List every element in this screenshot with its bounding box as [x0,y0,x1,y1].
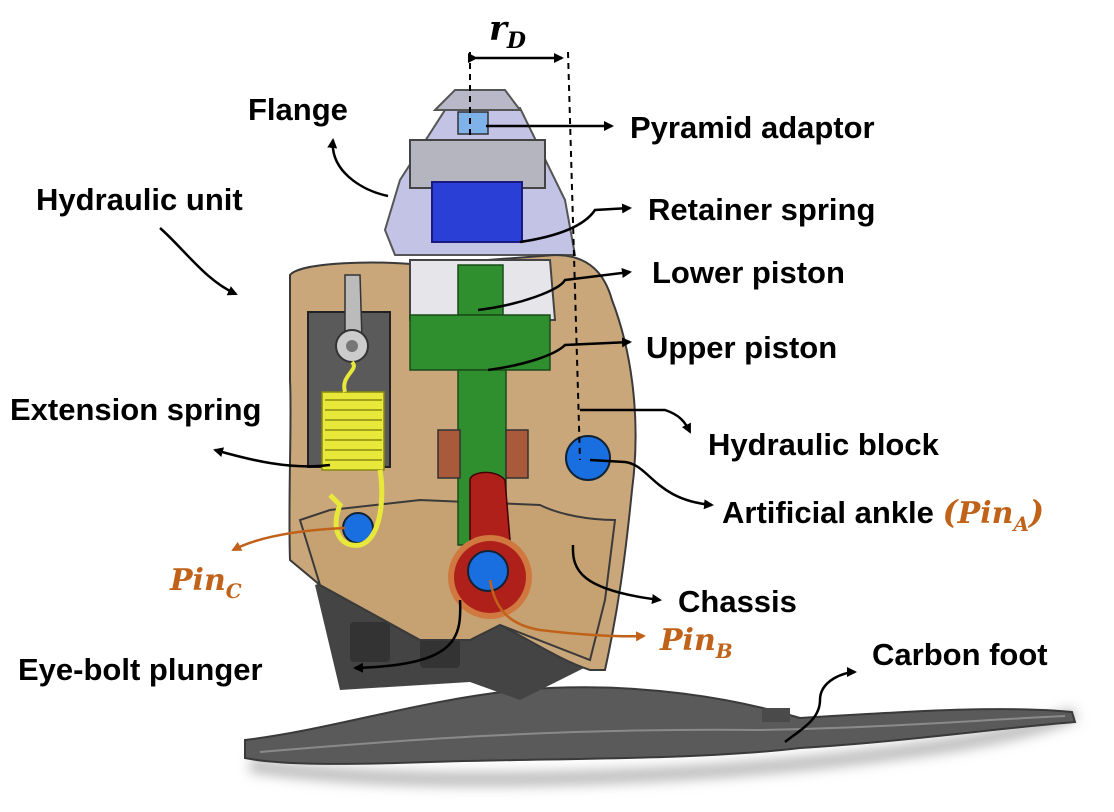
hydraulic-unit-label: Hydraulic unit [36,182,243,217]
flange-label: Flange [248,92,348,127]
carbon-foot-shape [244,686,1078,787]
extension-spring-label: Extension spring [10,392,261,427]
pin-b-shape [467,550,509,592]
upper-piston-label: Upper piston [646,330,837,365]
retainer-spring-label: Retainer spring [648,192,875,227]
chassis-label: Chassis [678,584,797,619]
hydraulic-block-label: Hydraulic block [708,427,940,462]
leader-lines [159,121,857,743]
lower-piston-label: Lower piston [652,255,845,290]
carbon-foot-label: Carbon foot [872,637,1048,672]
pin-leader-lines [231,526,646,642]
extension-spring-shape [307,274,391,548]
pin-a-shape [565,435,611,481]
pyramid-adaptor-label: Pyramid adaptor [630,110,875,145]
r-d-dimension [468,51,581,461]
retainer-spring-shape [431,181,523,243]
eye-bolt-plunger-label: Eye-bolt plunger [18,652,263,687]
pin-c-label: PinC [169,563,242,603]
r-d-label: rD [489,9,526,54]
artificial-ankle-label: Artificial ankle (PinA) [722,493,1044,536]
pin-b-label: PinB [659,623,733,663]
